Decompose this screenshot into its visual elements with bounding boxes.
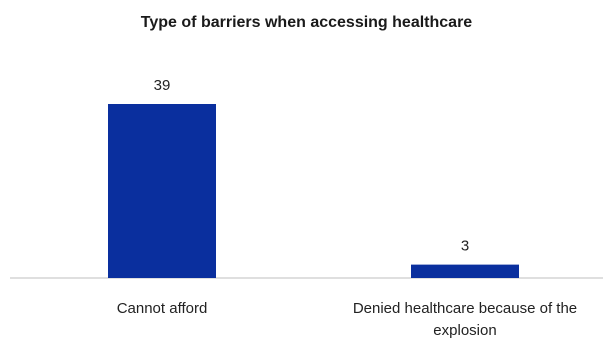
bar-2 [411, 265, 519, 278]
bar-1 [108, 104, 216, 278]
bars-group [108, 104, 519, 278]
category-label-1: Cannot afford [32, 298, 292, 320]
value-label-1: 39 [154, 77, 171, 94]
value-label-2: 3 [461, 238, 469, 255]
category-label-2: Denied healthcare because of the explosi… [335, 298, 595, 342]
